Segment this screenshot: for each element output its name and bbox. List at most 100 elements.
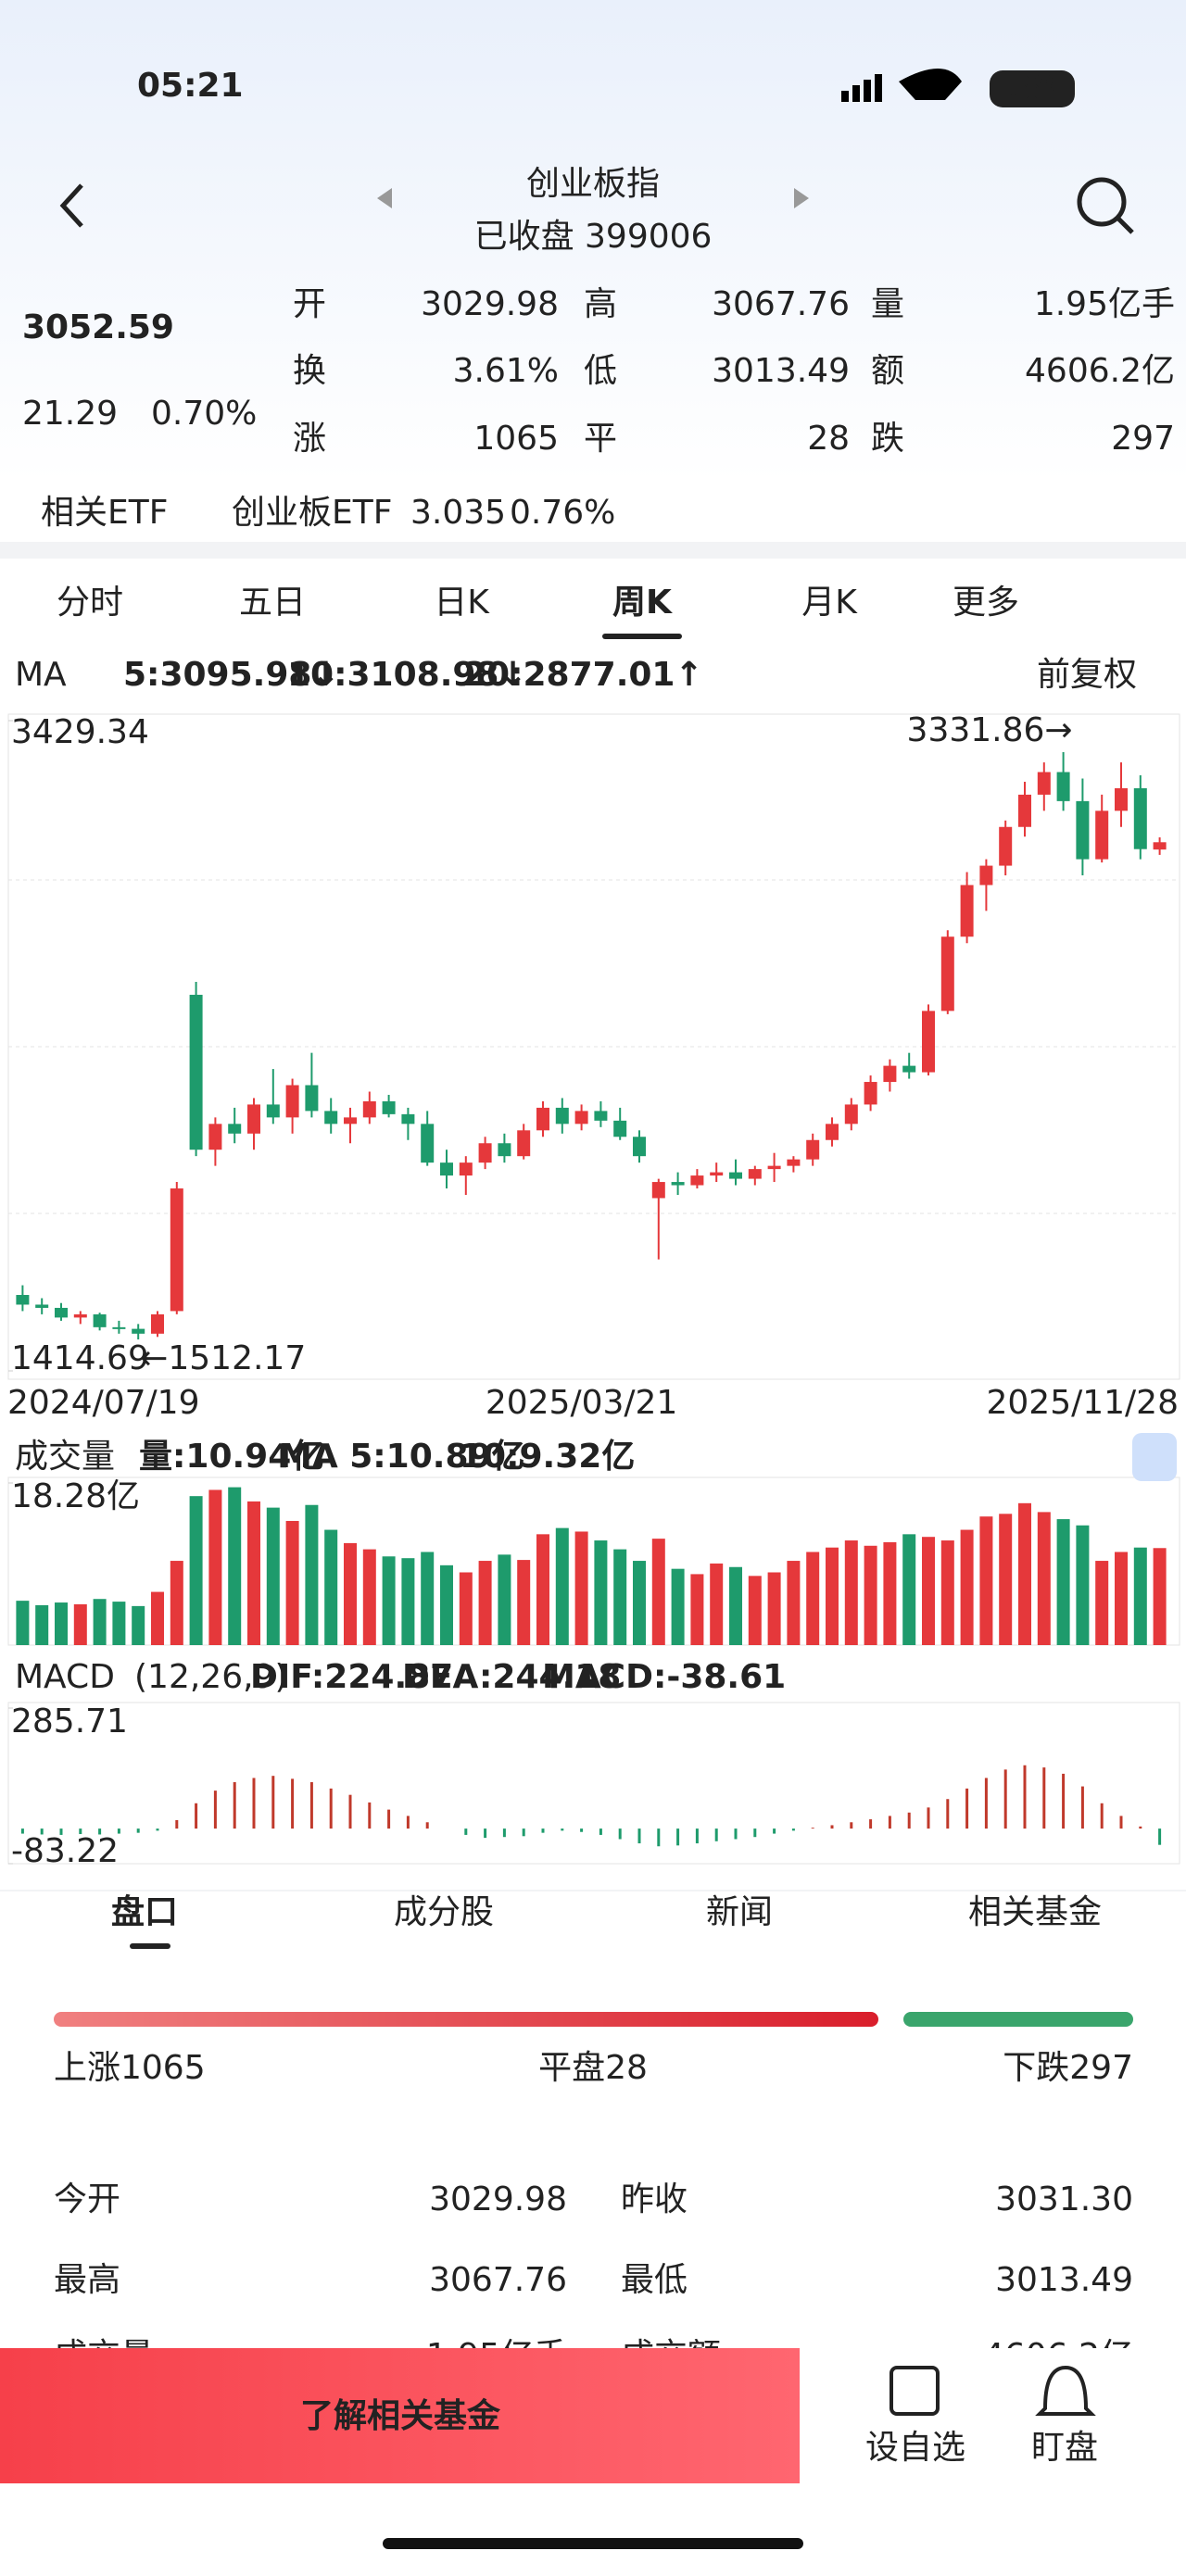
detail-tab[interactable]: 盘口 [111,1892,178,1931]
detail-value: 3067.76 [429,2261,567,2299]
detail-tab[interactable]: 新闻 [706,1893,773,1931]
volume-bar [1056,1519,1070,1645]
stat-value: 1065 [473,420,559,458]
home-indicator [383,2538,803,2549]
period-tab[interactable]: 日K [434,584,490,622]
volume-bar [382,1556,396,1645]
monitor-icon[interactable] [1035,2365,1096,2416]
volume-bar [498,1554,511,1645]
detail-value: 3031.30 [995,2180,1133,2218]
candle-body [478,1143,492,1163]
separator [0,542,1186,559]
period-tab[interactable]: 五日 [239,584,306,622]
search-button[interactable] [1077,177,1127,227]
watch-icon[interactable] [890,2366,940,2416]
candle-body [55,1307,68,1318]
down-count: 下跌297 [1003,2049,1133,2087]
period-tab[interactable]: 分时 [57,584,123,622]
candle-body [93,1313,107,1327]
period-tab[interactable]: 月K [801,584,858,622]
candle-body [1056,772,1070,801]
stat-label: 涨 [293,420,326,458]
volume-bar [594,1540,608,1645]
candle-body [902,1065,916,1073]
period-tab[interactable]: 周K [612,584,673,622]
candle-body [112,1326,126,1329]
candle-body [498,1143,511,1157]
status-time: 05:21 [137,67,244,105]
candle-body [421,1124,435,1163]
candle-body [922,1011,935,1073]
volume-bar [729,1566,742,1645]
legend-entry: DEA:244.18 [402,1658,621,1696]
volume-bar [266,1507,280,1645]
candle-body [247,1104,260,1134]
up-count: 上涨1065 [54,2049,206,2087]
next-arrow[interactable] [794,188,809,208]
stat-value: 1.95亿手 [1034,285,1175,323]
collapse-button[interactable] [1132,1433,1177,1481]
candle-body [440,1162,453,1176]
detail-tab[interactable]: 相关基金 [968,1893,1102,1931]
stat-label: 量 [871,285,904,323]
x-tick-label: 2024/07/19 [7,1384,200,1422]
volume-bar [613,1549,627,1645]
legend-entry: 20:2877.01↑ [463,656,703,694]
detail-label: 最高 [54,2261,120,2299]
volume-bar [362,1549,376,1645]
volume-bar [651,1539,665,1645]
candle-body [787,1159,801,1166]
volume-bar [1153,1548,1167,1645]
volume-bar [826,1547,839,1645]
separator [0,1890,1186,1891]
candle-body [16,1295,30,1305]
volume-bar [16,1601,30,1645]
volume-bar [1115,1552,1128,1645]
legend-entry: 10:3108.98↓ [287,656,527,694]
y-tick-label: 285.71 [11,1703,128,1740]
tab-indicator [602,634,682,639]
candle-body [710,1172,724,1176]
back-button[interactable] [59,183,83,228]
volume-bar [170,1561,183,1645]
detail-label: 昨收 [621,2180,688,2218]
candle-body [1076,800,1090,860]
stat-label: 高 [584,285,617,323]
annotation: 3331.86→ [907,711,1073,749]
volume-bar [459,1572,473,1645]
volume-bar [883,1541,897,1645]
legend-entry: MACD:-38.61 [542,1658,786,1696]
volume-bar [401,1558,415,1645]
volume-bar [151,1591,164,1645]
stat-value: 297 [1111,420,1175,458]
candle-body [401,1113,415,1125]
tab-indicator [130,1943,170,1949]
volume-bar [671,1568,685,1645]
macd-params: (12,26,9) [134,1658,288,1696]
candle-body [1153,842,1167,850]
prev-arrow[interactable] [377,188,392,208]
monitor-label: 盯盘 [1031,2429,1098,2467]
candle-body [170,1188,183,1312]
volume-bar [806,1552,820,1645]
candle-body [651,1182,665,1199]
period-tab[interactable]: 更多 [953,584,1019,622]
etf-change: 0.76% [510,494,615,532]
price: 3052.59 [22,308,174,346]
title: 创业板指 [526,165,660,203]
watch-label: 设自选 [865,2429,965,2467]
detail-tab[interactable]: 成分股 [394,1893,494,1931]
candle-body [748,1169,762,1179]
stat-label: 低 [584,352,617,390]
volume-bar [285,1520,299,1645]
detail-value: 3013.49 [995,2261,1133,2299]
volume-bar [344,1542,357,1645]
etf-name: 创业板ETF [232,494,392,532]
header-bg [0,0,1186,482]
stat-value: 3013.49 [712,352,850,390]
volume-bar [960,1529,974,1645]
fund-button[interactable] [0,2348,800,2483]
x-tick-label: 2025/03/21 [486,1384,678,1422]
